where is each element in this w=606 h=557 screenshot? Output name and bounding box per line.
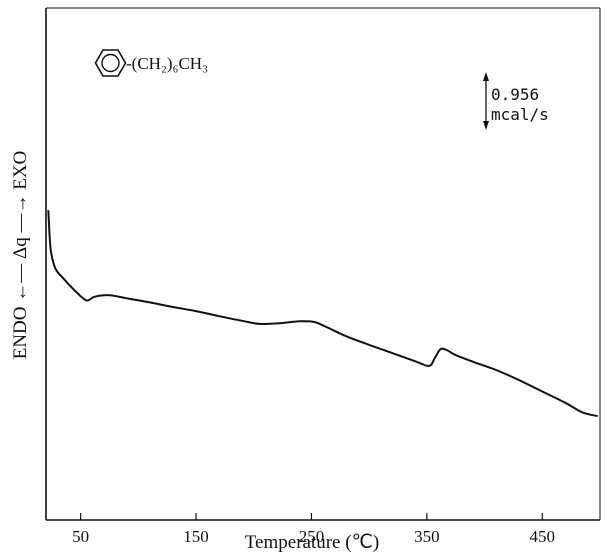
x-tick-label-50: 50 bbox=[72, 527, 89, 546]
x-tick-label-450: 450 bbox=[530, 527, 556, 546]
series-group bbox=[47, 210, 598, 418]
x-ticks bbox=[80, 513, 543, 520]
scale-value: 0.956 bbox=[491, 85, 539, 104]
benzene-ring-icon bbox=[94, 49, 127, 77]
x-tick-labels: 50 150 250 350 450 bbox=[72, 527, 555, 546]
scale-arrow-down-icon bbox=[483, 121, 489, 130]
dsc-curve-0 bbox=[47, 210, 598, 418]
benzene-structure: -(CH₂)₆CH₃ bbox=[94, 49, 208, 77]
scale-arrow-up-icon bbox=[483, 72, 489, 81]
x-tick-label-150: 150 bbox=[183, 527, 209, 546]
substituent-label: -(CH₂)₆CH₃ bbox=[126, 54, 208, 73]
y-axis-label: ENDO ←— Δq —→ EXO bbox=[10, 151, 31, 360]
scale-unit: mcal/s bbox=[491, 105, 549, 124]
x-tick-label-350: 350 bbox=[414, 527, 440, 546]
x-tick-label-250: 250 bbox=[299, 527, 325, 546]
benzene-aromatic-circle bbox=[101, 53, 120, 73]
x-axis-label: Temperature (℃) bbox=[245, 532, 379, 553]
plot-frame bbox=[45, 7, 601, 521]
scale-bar: 0.956 mcal/s bbox=[483, 72, 549, 130]
